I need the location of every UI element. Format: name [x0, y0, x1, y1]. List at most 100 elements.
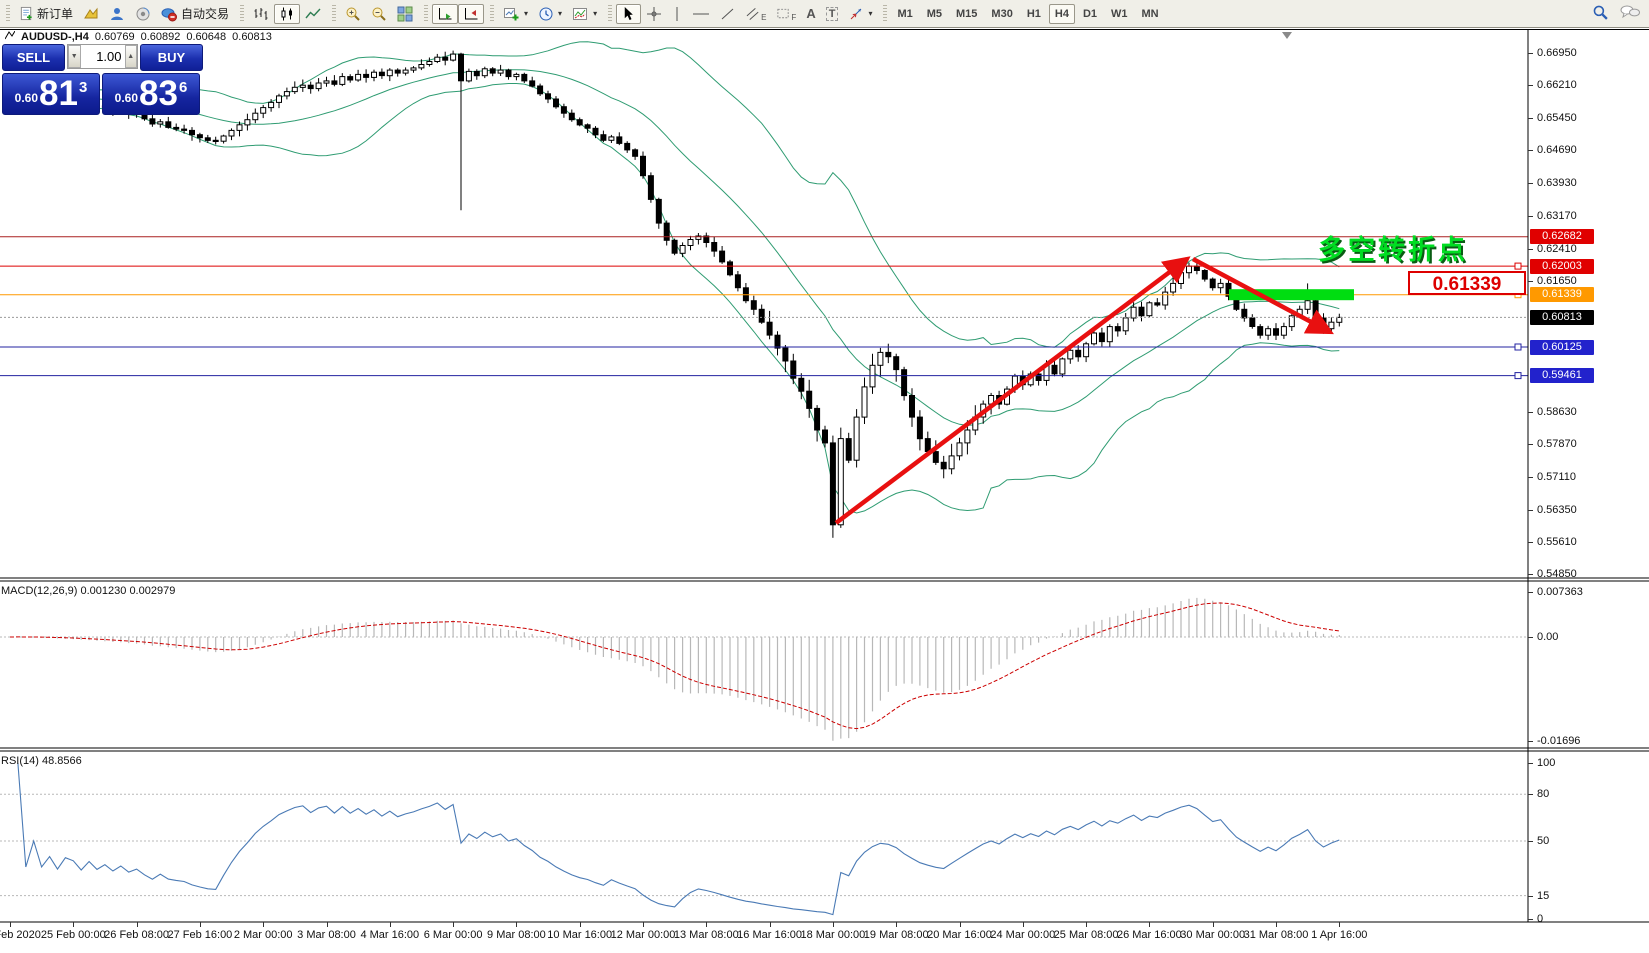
rsi-label: RSI(14): [1, 755, 39, 767]
volume-box: ▼ ▲: [67, 44, 138, 69]
turning-point-annotation[interactable]: 多空转折点: [1318, 235, 1468, 265]
volume-input[interactable]: [80, 45, 125, 68]
timeframe-d1[interactable]: D1: [1082, 7, 1098, 20]
chevron-down-icon: ▾: [558, 9, 563, 18]
macd-value-main: 0.001230: [80, 585, 127, 597]
new-order-label: 新订单: [37, 7, 74, 21]
macd-value-signal: 0.002979: [129, 585, 176, 597]
chart-shift-marker[interactable]: [1282, 32, 1292, 39]
chart-line-button[interactable]: [300, 4, 326, 24]
toolbar-drag-handle[interactable]: [6, 4, 10, 23]
ohlc-low: 0.60648: [186, 31, 227, 43]
text-tool-icon: A: [806, 6, 816, 21]
toolbar-drag-handle[interactable]: [424, 4, 429, 23]
vertical-line-tool-button[interactable]: [667, 4, 687, 24]
macd-label-row: MACD(12,26,9) 0.001230 0.002979: [1, 585, 175, 597]
chart-bars-button[interactable]: [248, 4, 274, 24]
search-icon[interactable]: [1592, 4, 1609, 24]
chart-shift-icon: [463, 6, 479, 22]
charts-toggle-button[interactable]: [78, 4, 104, 24]
profile-button[interactable]: [104, 4, 130, 24]
auto-scroll-button[interactable]: [432, 3, 459, 24]
clock-icon: [538, 6, 554, 22]
zoom-in-button[interactable]: [340, 4, 366, 24]
sell-price-big: 81: [39, 74, 78, 113]
chart-candles-button[interactable]: [274, 3, 301, 24]
sell-button[interactable]: SELL: [2, 44, 65, 71]
sell-price-prefix: 0.60: [14, 91, 39, 105]
market-watch-button[interactable]: [130, 4, 156, 24]
text-label-tool-button[interactable]: T: [821, 4, 844, 24]
timeframe-w1[interactable]: W1: [1111, 7, 1128, 20]
timeframe-h4[interactable]: H4: [1048, 3, 1075, 24]
crosshair-icon: [646, 6, 662, 22]
sell-price-button[interactable]: 0.60 81 3: [2, 73, 100, 115]
toolbar-right-group: [1592, 4, 1641, 24]
channel-e-label: E: [761, 13, 767, 22]
line-chart-icon: [305, 6, 321, 22]
volume-increase-button[interactable]: ▲: [124, 45, 137, 68]
new-chart-button[interactable]: ▾: [498, 4, 533, 24]
timeframe-m1[interactable]: M1: [897, 7, 913, 20]
timeframe-group: M1 M5 M15 M30 H1 H4 D1 W1 MN: [891, 3, 1164, 24]
symbol-label: AUDUSD-,H4: [21, 31, 89, 43]
zoom-out-button[interactable]: [366, 4, 392, 24]
equidistant-channel-tool-button[interactable]: E: [741, 4, 771, 24]
buy-price-button[interactable]: 0.60 83 6: [102, 73, 200, 115]
toolbar-drag-handle[interactable]: [240, 4, 245, 23]
new-order-button[interactable]: 新订单: [14, 4, 78, 24]
timeframe-mn[interactable]: MN: [1141, 7, 1159, 20]
chevron-down-icon: ▾: [868, 9, 873, 18]
ohlc-open: 0.60769: [94, 31, 135, 43]
chart-shift-button[interactable]: [458, 3, 485, 24]
chart-top-border: [0, 29, 1649, 30]
macd-label: MACD(12,26,9): [1, 585, 78, 597]
cursor-arrow-icon: [621, 6, 636, 21]
chart-header: AUDUSD-,H4 0.60769 0.60892 0.60648 0.608…: [4, 30, 272, 43]
tile-windows-icon: [397, 6, 413, 22]
toolbar-drag-handle[interactable]: [608, 4, 613, 23]
arrows-tool-button[interactable]: ▾: [843, 4, 877, 24]
zoom-out-icon: [371, 6, 387, 22]
chat-icon[interactable]: [1619, 4, 1641, 23]
volume-decrease-button[interactable]: ▼: [68, 45, 81, 68]
buy-price-prefix: 0.60: [114, 91, 139, 105]
toolbar-drag-handle[interactable]: [490, 4, 495, 23]
profile-cloud-icon: [109, 6, 125, 22]
timeframe-m30[interactable]: M30: [991, 7, 1013, 20]
arrows-icon: [848, 6, 864, 22]
zoom-in-icon: [345, 6, 361, 22]
toolbar-drag-handle[interactable]: [332, 4, 337, 23]
timeframe-m5[interactable]: M5: [926, 7, 943, 20]
rsi-value: 48.8566: [41, 755, 82, 767]
chart-window-icon: [4, 30, 16, 43]
new-chart-icon: [503, 6, 520, 22]
buy-button[interactable]: BUY: [140, 44, 203, 71]
buy-price-big: 83: [139, 74, 178, 113]
tile-windows-button[interactable]: [392, 4, 418, 24]
indicators-button[interactable]: ▾: [567, 4, 602, 24]
trendline-tool-button[interactable]: [715, 4, 741, 24]
toolbar-drag-handle[interactable]: [883, 4, 888, 23]
indicators-icon: [572, 6, 589, 22]
autotrade-button[interactable]: 自动交易: [156, 4, 234, 24]
cursor-tool-button[interactable]: [616, 3, 642, 24]
buy-price-sup: 6: [178, 79, 188, 96]
price-tag-annotation[interactable]: 0.61339: [1408, 271, 1526, 295]
ohlc-high: 0.60892: [140, 31, 181, 43]
crosshair-tool-button[interactable]: [641, 4, 667, 24]
chevron-down-icon: ▾: [593, 9, 598, 18]
timeframe-h1[interactable]: H1: [1026, 7, 1041, 20]
periods-button[interactable]: ▾: [533, 4, 567, 24]
fibonacci-tool-button[interactable]: F: [771, 4, 801, 24]
channel-icon: [746, 6, 761, 22]
trendline-icon: [720, 6, 736, 22]
horizontal-line-tool-button[interactable]: [687, 4, 715, 24]
timeframe-m15[interactable]: M15: [956, 7, 978, 20]
text-tool-button[interactable]: A: [801, 4, 820, 24]
chevron-down-icon: ▾: [524, 9, 529, 18]
rsi-label-row: RSI(14) 48.8566: [1, 755, 82, 767]
ohlc-close: 0.60813: [232, 31, 272, 43]
